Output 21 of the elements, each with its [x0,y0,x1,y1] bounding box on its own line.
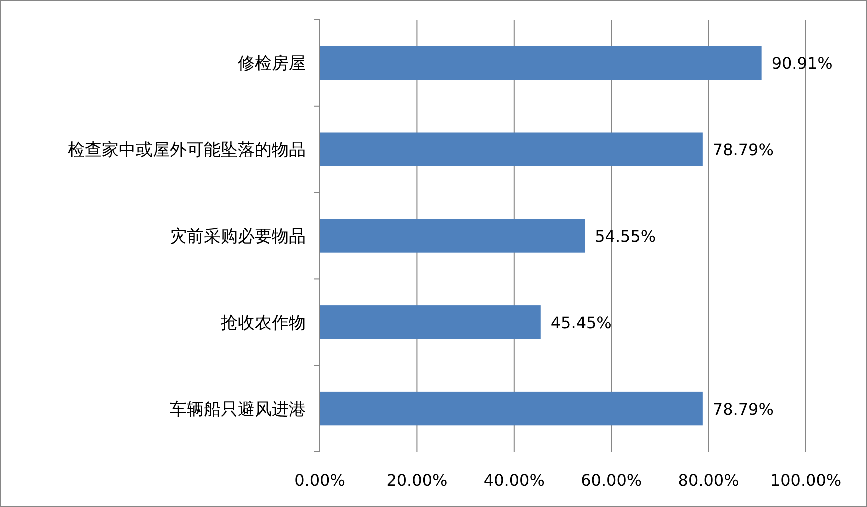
y-tick-label: 修检房屋 [238,54,306,74]
data-label: 54.55% [595,227,656,246]
x-tick-label: 80.00% [678,471,740,490]
bar [320,306,541,340]
x-tick-label: 20.00% [386,471,448,490]
x-tick-label: 60.00% [581,471,642,490]
data-label: 78.79% [712,400,774,419]
y-tick-label: 抢收农作物 [221,313,306,334]
x-tick-label: 100.00% [770,471,842,490]
bar [320,392,703,426]
y-tick-label: 检查家中或屋外可能坠落的物品 [68,140,306,161]
y-tick-label: 车辆船只避风进港 [170,400,306,420]
bar [320,132,703,166]
bar [320,219,586,253]
bar [320,46,762,80]
y-tick-label: 灾前采购必要物品 [170,227,306,247]
x-tick-label: 40.00% [484,471,545,490]
data-label: 78.79% [712,140,774,160]
data-label: 45.45% [550,313,612,332]
data-label: 90.91% [772,54,833,74]
x-tick-label: 0.00% [294,471,346,490]
